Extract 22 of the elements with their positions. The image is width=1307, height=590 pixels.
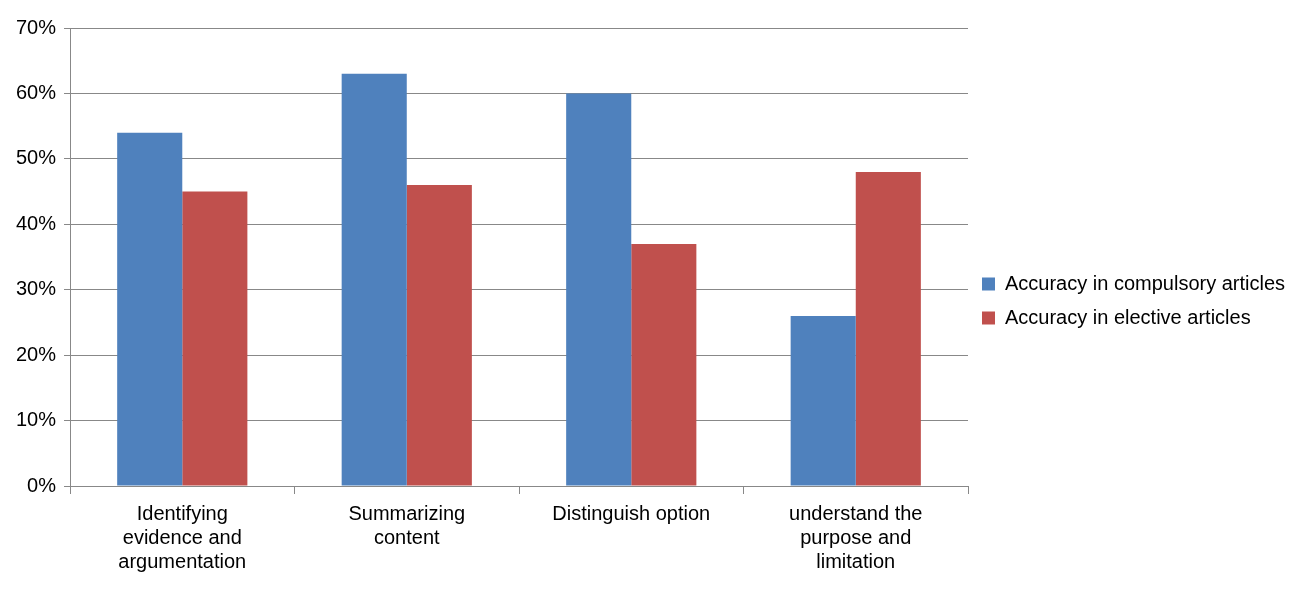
y-tick-label: 60%: [16, 80, 57, 103]
bar: [182, 191, 248, 486]
bar: [855, 171, 921, 486]
bar: [631, 243, 697, 486]
x-tick-label: understand the purpose and limitation: [789, 501, 923, 572]
bar: [341, 73, 407, 486]
y-tick-label: 40%: [16, 211, 57, 234]
bar: [117, 132, 183, 486]
y-tick-label: 70%: [16, 15, 57, 38]
y-tick-label: 20%: [16, 342, 57, 365]
x-tick-label: Distinguish option: [552, 501, 711, 524]
bar: [790, 315, 856, 486]
y-tick-label: 50%: [16, 146, 57, 169]
legend-label: Accuracy in elective articles: [1005, 305, 1251, 328]
legend-label: Accuracy in compulsory articles: [1005, 271, 1286, 294]
bar: [406, 185, 472, 486]
x-tick-label: Identifying evidence and argumentation: [118, 501, 247, 572]
bar: [566, 93, 632, 486]
y-tick-label: 10%: [16, 408, 57, 431]
y-tick-label: 30%: [16, 277, 57, 300]
y-tick-label: 0%: [27, 473, 57, 496]
x-tick-label: Summarizing content: [348, 501, 466, 548]
